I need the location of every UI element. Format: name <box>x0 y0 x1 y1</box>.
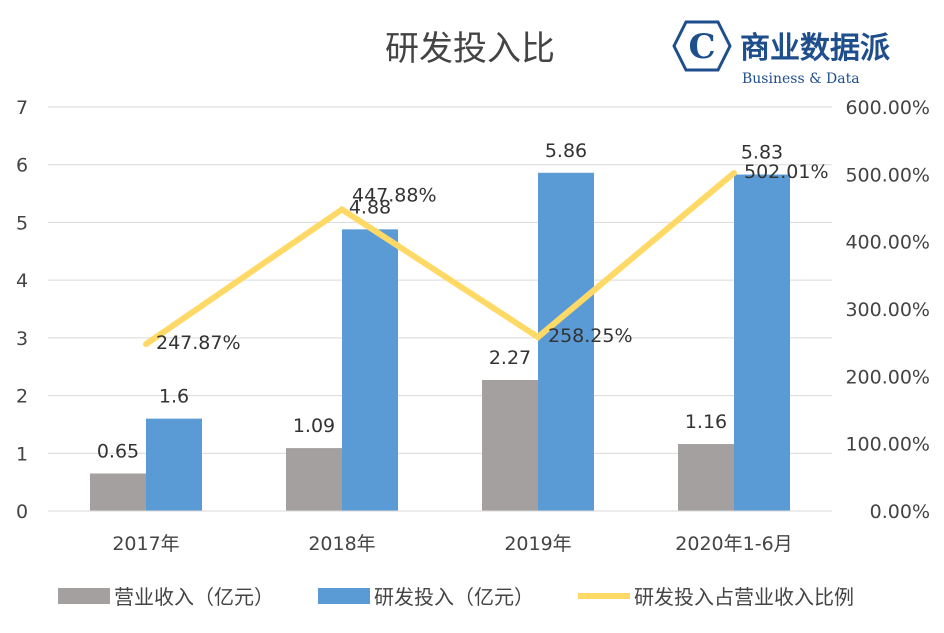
line-point <box>535 334 541 341</box>
bar-value-label: 5.83 <box>741 142 783 164</box>
right-axis-tick-label: 500.00% <box>845 164 930 186</box>
left-axis-tick-label: 4 <box>16 270 28 292</box>
legend-swatch <box>58 588 110 604</box>
left-axis-tick-label: 1 <box>16 443 28 465</box>
data-labels: 0.65 1.09 2.27 1.16 1.6 4.88 5.86 5.83 247.87% 44… <box>97 140 829 463</box>
line-point <box>339 206 345 213</box>
logo-name: 商业数据派 <box>740 31 890 66</box>
bar-value-label: 4.88 <box>349 196 391 218</box>
bar <box>734 174 790 512</box>
right-axis-tick-label: 0.00% <box>870 501 930 523</box>
bar-value-label: 1.6 <box>159 386 189 408</box>
logo-letter: C <box>688 27 715 67</box>
bar-value-label: 5.86 <box>545 140 587 162</box>
right-y-axis: 0.00% 100.00% 200.00% 300.00% 400.00% 500.00%… <box>845 97 930 523</box>
bar-value-label: 0.65 <box>97 440 139 462</box>
left-axis-tick-label: 5 <box>16 212 28 234</box>
x-axis: 2017年 2018年 2019年 2020年1-6月 <box>48 510 832 555</box>
right-axis-tick-label: 400.00% <box>845 232 930 254</box>
line-value-label: 247.87% <box>156 332 241 354</box>
legend-swatch <box>318 588 370 604</box>
x-axis-tick-label: 2020年1-6月 <box>675 533 792 555</box>
left-axis-tick-label: 0 <box>16 501 28 523</box>
ratio-line-path <box>144 170 736 347</box>
right-axis-tick-label: 300.00% <box>845 299 930 321</box>
bar-value-label: 2.27 <box>489 347 531 369</box>
hexagon-logo-icon <box>672 20 732 72</box>
bar <box>90 473 146 511</box>
right-axis-tick-label: 200.00% <box>845 366 930 388</box>
bar-value-label: 1.16 <box>685 411 727 433</box>
brand-logo: C 商业数据派 Business & Data <box>672 20 890 87</box>
line-value-label: 258.25% <box>548 325 633 347</box>
bar <box>678 444 734 511</box>
bar <box>538 172 594 511</box>
x-axis-tick-label: 2017年 <box>112 533 179 555</box>
line-value-label: 447.88% <box>352 184 437 206</box>
bar <box>342 229 398 511</box>
bar <box>482 379 538 511</box>
legend-label: 研发投入（亿元） <box>374 585 534 609</box>
bars <box>90 172 790 512</box>
logo-subtitle: Business & Data <box>742 71 860 87</box>
legend-label: 研发投入占营业收入比例 <box>634 585 854 609</box>
right-axis-tick-label: 600.00% <box>845 97 930 119</box>
right-axis-tick-label: 100.00% <box>845 434 930 456</box>
left-y-axis: 0 1 2 3 4 5 6 7 <box>16 97 28 523</box>
left-axis-tick-label: 3 <box>16 328 28 350</box>
line-point <box>143 341 149 348</box>
x-axis-tick-label: 2018年 <box>308 533 375 555</box>
legend-label: 营业收入（亿元） <box>114 585 274 609</box>
left-axis-tick-label: 6 <box>16 155 28 177</box>
bar-value-label: 1.09 <box>293 415 335 437</box>
left-axis-tick-label: 2 <box>16 386 28 408</box>
bar <box>286 448 342 511</box>
legend: 营业收入（亿元） 研发投入（亿元） 研发投入占营业收入比例 <box>58 585 854 609</box>
ratio-line <box>143 169 737 348</box>
bar <box>146 418 202 511</box>
chart-title: 研发投入比 <box>385 29 555 69</box>
line-point <box>731 169 737 176</box>
left-axis-tick-label: 7 <box>16 97 28 119</box>
x-axis-tick-label: 2019年 <box>504 533 571 555</box>
line-value-label: 502.01% <box>744 161 829 183</box>
